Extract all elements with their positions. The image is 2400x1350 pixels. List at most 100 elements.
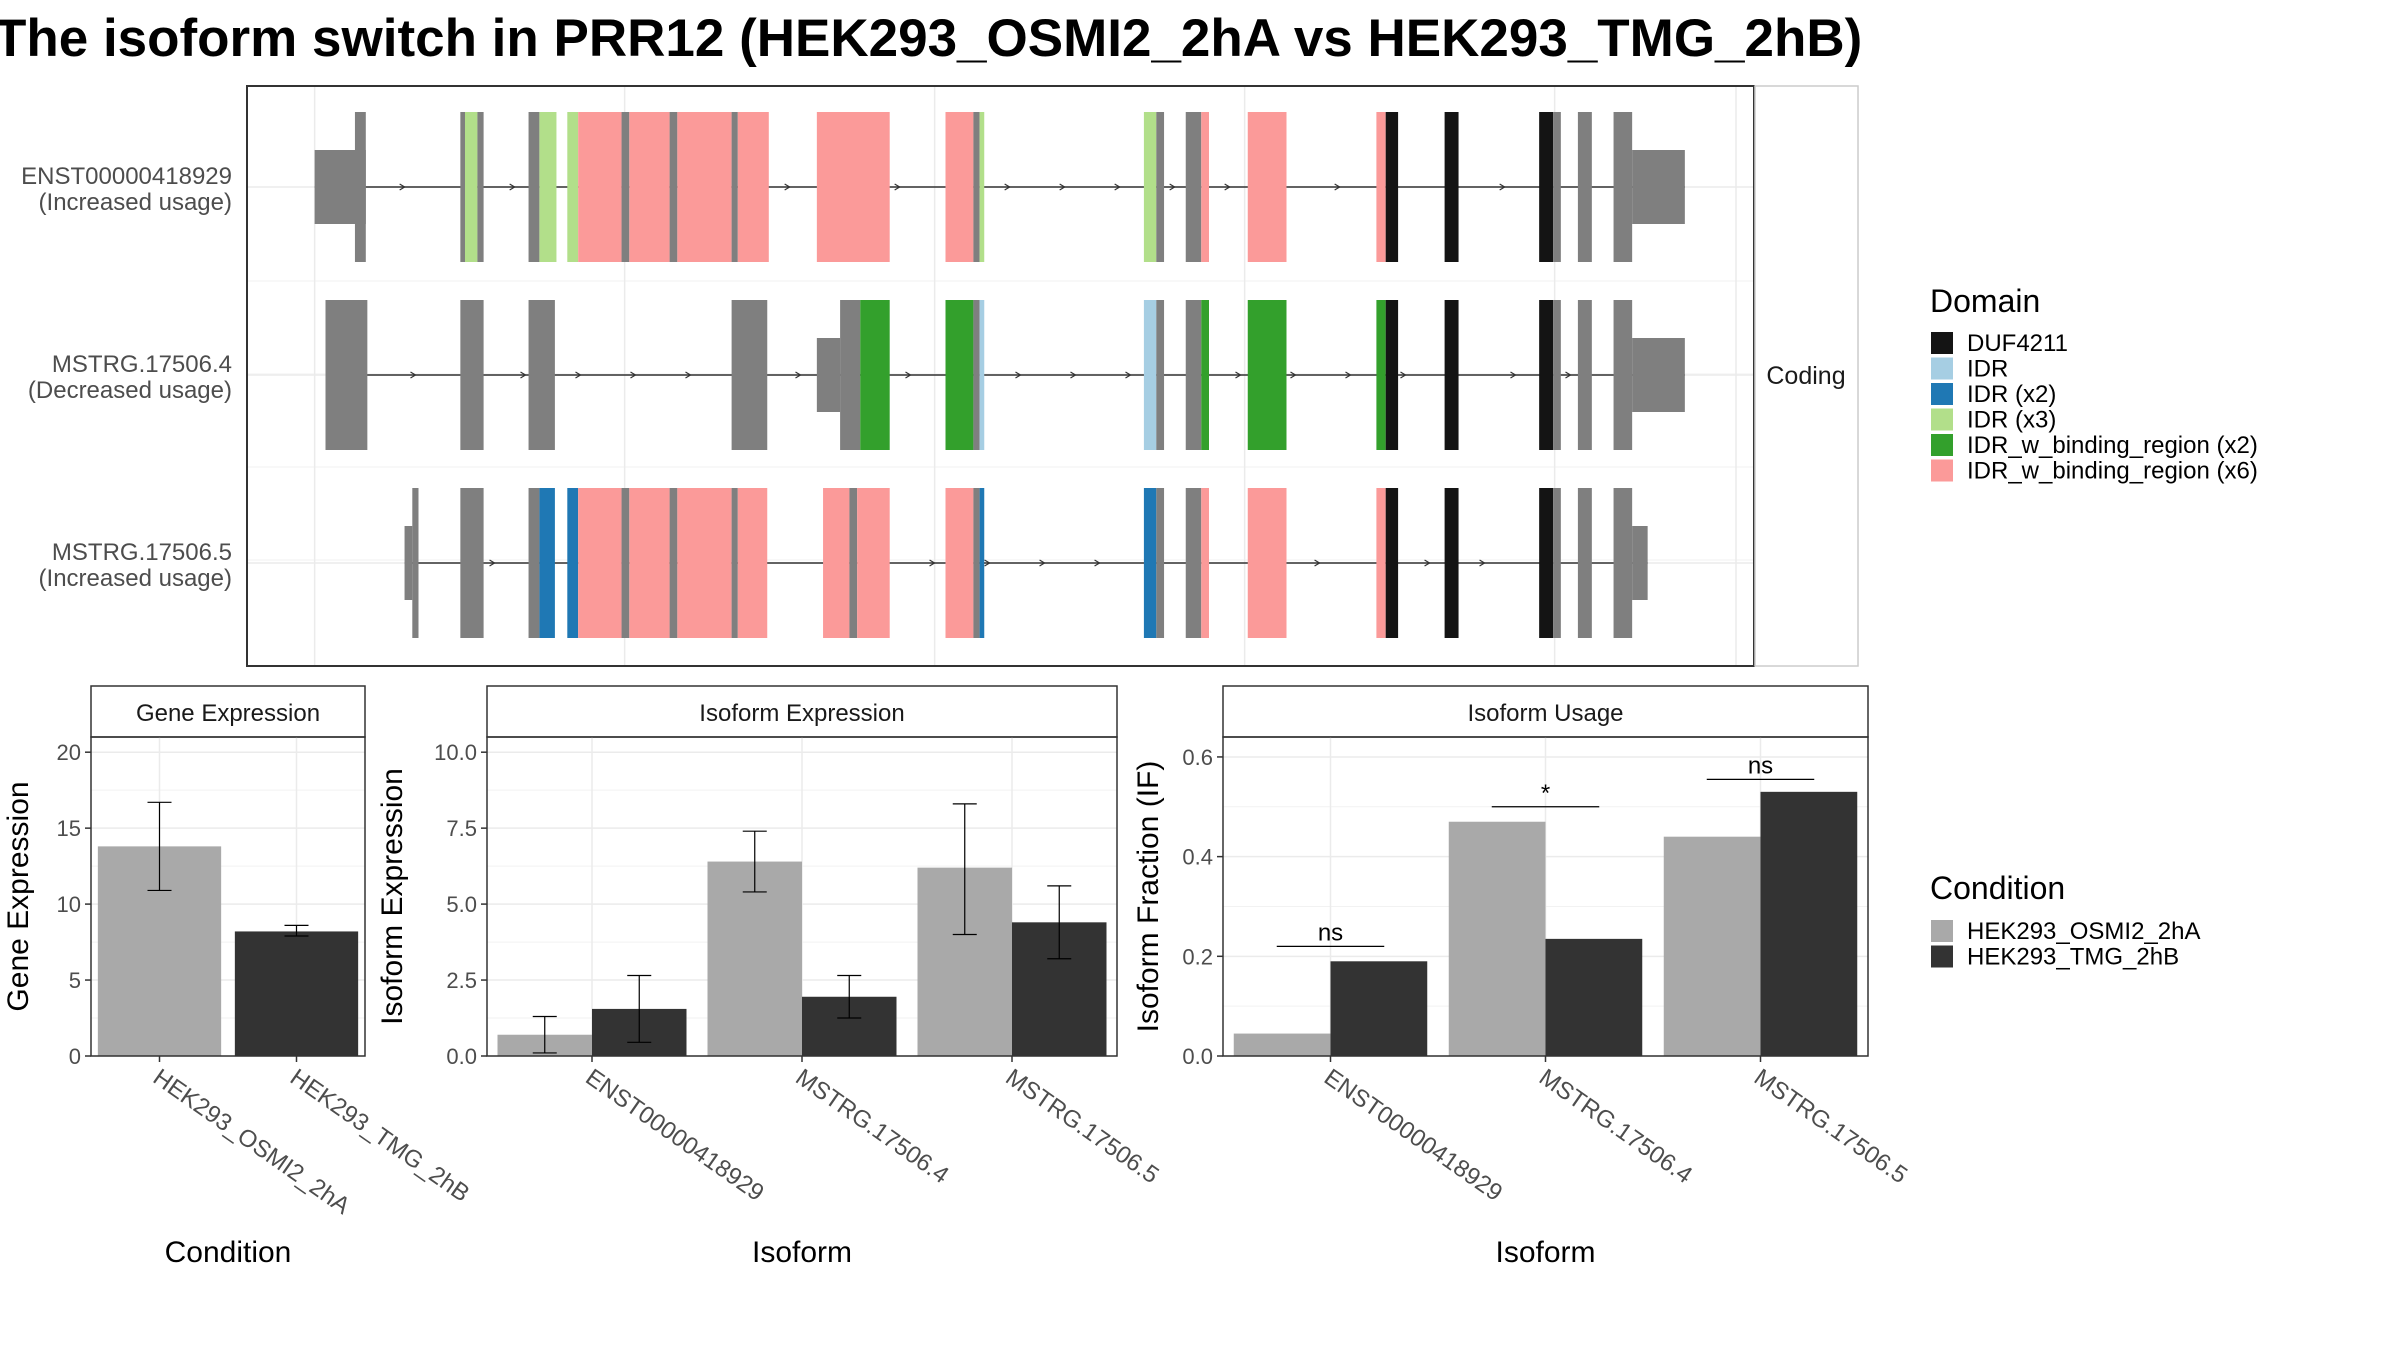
exon-block bbox=[973, 300, 980, 450]
condition-legend-label: HEK293_OSMI2_2hA bbox=[1967, 918, 2200, 945]
domain-legend-label: IDR (x3) bbox=[1967, 407, 2056, 434]
direction-arrow bbox=[1235, 371, 1242, 379]
y-axis-title: Isoform Expression bbox=[376, 768, 409, 1025]
exon-block bbox=[1385, 112, 1399, 262]
condition-legend-swatch bbox=[1931, 945, 1953, 968]
isoform-row: ENST00000418929(Increased usage) bbox=[21, 112, 1685, 262]
direction-arrow bbox=[630, 371, 637, 379]
domain-legend-label: IDR (x2) bbox=[1967, 381, 2056, 408]
exon-block bbox=[1143, 112, 1157, 262]
significance-label: ns bbox=[1318, 919, 1343, 946]
exon-block bbox=[677, 488, 732, 638]
exon-block bbox=[823, 488, 850, 638]
exon-block bbox=[354, 112, 366, 262]
direction-arrow bbox=[509, 183, 516, 191]
plot-title: The isoform switch in PRR12 (HEK293_OSMI… bbox=[0, 9, 1862, 68]
domain-legend-swatch bbox=[1931, 408, 1953, 431]
direction-arrow bbox=[520, 371, 527, 379]
exon-block bbox=[528, 112, 540, 262]
domain-legend-label: IDR bbox=[1967, 356, 2008, 383]
direction-arrow bbox=[1499, 183, 1506, 191]
x-tick-label: MSTRG.17506.4 bbox=[791, 1064, 954, 1189]
exon-block bbox=[465, 112, 478, 262]
domain-legend-swatch bbox=[1931, 383, 1953, 405]
exon-block bbox=[1201, 112, 1209, 262]
bar bbox=[707, 861, 802, 1056]
exon-block bbox=[460, 112, 465, 262]
panel-strip bbox=[90, 685, 366, 738]
x-axis-title: Isoform bbox=[1495, 1236, 1595, 1269]
exon-block bbox=[731, 112, 738, 262]
exon-block bbox=[1385, 300, 1399, 450]
y-tick-label: 5.0 bbox=[446, 892, 477, 917]
direction-arrow bbox=[795, 371, 802, 379]
bar bbox=[1663, 836, 1761, 1056]
direction-arrow bbox=[685, 371, 692, 379]
panel-strip-title: Isoform Usage bbox=[1467, 700, 1623, 727]
direction-arrow bbox=[1424, 559, 1431, 567]
panel-strip-title: Isoform Expression bbox=[699, 700, 904, 727]
exon-block bbox=[539, 112, 557, 262]
exon-block bbox=[1613, 488, 1633, 638]
direction-arrow bbox=[1004, 183, 1011, 191]
direction-arrow bbox=[489, 559, 496, 567]
y-axis-title: Gene Expression bbox=[2, 781, 35, 1011]
exon-block bbox=[528, 488, 540, 638]
direction-arrow bbox=[1059, 183, 1066, 191]
significance-label: ns bbox=[1748, 752, 1773, 779]
domain-legend-label: IDR_w_binding_region (x6) bbox=[1967, 458, 2258, 485]
exon-block bbox=[1553, 300, 1561, 450]
exon-block bbox=[1201, 488, 1209, 638]
exon-block bbox=[578, 488, 622, 638]
direction-arrow bbox=[1224, 183, 1231, 191]
exon-block bbox=[325, 300, 368, 450]
facet-strip bbox=[1754, 85, 1859, 667]
exon-block bbox=[677, 112, 732, 262]
y-tick-label: 10 bbox=[57, 892, 81, 917]
panel-strip-title: Gene Expression bbox=[136, 700, 320, 727]
exon-block bbox=[1444, 300, 1459, 450]
facet-label: Coding bbox=[1766, 362, 1845, 390]
exon-block bbox=[1376, 112, 1386, 262]
exon-block bbox=[860, 300, 890, 450]
direction-arrow bbox=[1565, 371, 1572, 379]
isoform-row: MSTRG.17506.5(Increased usage) bbox=[39, 488, 1648, 638]
direction-arrow bbox=[1345, 371, 1352, 379]
exon-block bbox=[621, 488, 630, 638]
domain-legend-label: DUF4211 bbox=[1967, 330, 2068, 357]
direction-arrow bbox=[784, 183, 791, 191]
direction-arrow bbox=[984, 559, 991, 567]
direction-arrow bbox=[575, 371, 582, 379]
y-tick-label: 0.6 bbox=[1182, 745, 1213, 770]
y-tick-label: 7.5 bbox=[446, 816, 477, 841]
exon-block bbox=[477, 112, 484, 262]
y-tick-label: 15 bbox=[57, 816, 81, 841]
exon-block bbox=[567, 112, 579, 262]
exon-block bbox=[567, 488, 579, 638]
isoform-usage-chart: Isoform Usage 0.0 0.2 0.4 0.6 ns * ns ENST000004… bbox=[1132, 685, 1912, 1269]
exon-block bbox=[1539, 112, 1554, 262]
exon-block bbox=[1553, 488, 1561, 638]
exon-block bbox=[1143, 300, 1157, 450]
exon-block bbox=[1577, 112, 1592, 262]
y-tick-label: 0.0 bbox=[446, 1044, 477, 1069]
x-axis-title: Condition bbox=[165, 1236, 292, 1269]
exon-block bbox=[1539, 300, 1554, 450]
bar bbox=[1330, 961, 1428, 1056]
domain-legend-swatch bbox=[1931, 332, 1953, 354]
exon-block bbox=[412, 488, 419, 638]
bar bbox=[1233, 1033, 1331, 1056]
direction-arrow bbox=[410, 371, 417, 379]
exon-block bbox=[1185, 300, 1202, 450]
exon-block bbox=[669, 112, 678, 262]
bar bbox=[1760, 791, 1858, 1056]
direction-arrow bbox=[399, 183, 406, 191]
exon-block bbox=[979, 488, 985, 638]
condition-legend-label: HEK293_TMG_2hB bbox=[1967, 944, 2179, 971]
exon-block bbox=[1444, 112, 1459, 262]
exon-block bbox=[1577, 488, 1592, 638]
bar bbox=[234, 931, 359, 1056]
y-tick-label: 10.0 bbox=[434, 740, 477, 765]
